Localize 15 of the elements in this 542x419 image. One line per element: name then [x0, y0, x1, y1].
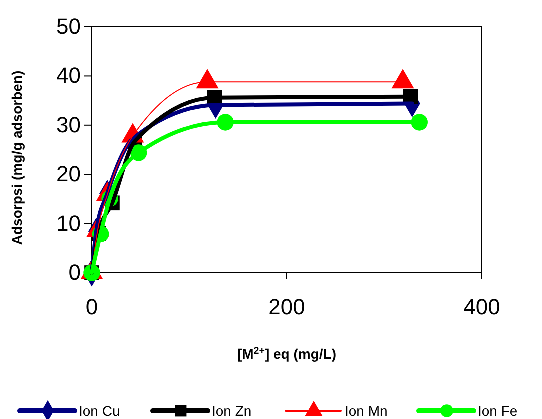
x-tick-label: 400 — [464, 294, 500, 320]
y-tick-label: 20 — [56, 162, 81, 187]
y-tick-label: 40 — [56, 63, 81, 88]
x-tick-label: 0 — [86, 294, 98, 320]
legend-label: Ion Mn — [345, 403, 388, 419]
x-tick-label: 200 — [268, 294, 306, 320]
y-tick-label: 0 — [68, 260, 81, 286]
x-axis-title: [M$^{2+}$] eq (mg/L) — [237, 346, 337, 362]
legend-label: Ion Zn — [212, 403, 252, 419]
legend-label: Ion Fe — [478, 403, 518, 419]
legend-label: Ion Cu — [79, 403, 120, 419]
y-tick-label: 30 — [56, 112, 81, 138]
y-tick-label: 10 — [56, 210, 81, 236]
y-axis-title: Adsorpsi (mg/g adsorben) — [9, 70, 25, 246]
y-tick-label: 50 — [56, 14, 81, 40]
